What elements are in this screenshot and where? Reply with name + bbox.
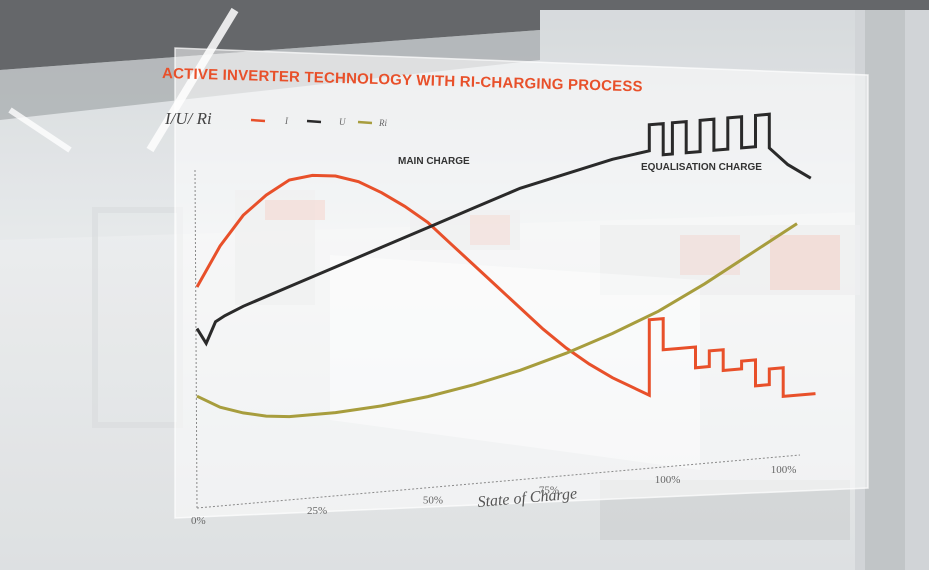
x-tick-label: 100% <box>655 474 681 486</box>
glass-panel <box>174 47 869 519</box>
series-line-ri <box>196 222 798 419</box>
legend: I U Ri <box>250 116 387 128</box>
legend-label-u: U <box>339 117 346 127</box>
legend-label-ri: Ri <box>378 118 387 128</box>
x-tick-label: 100% <box>771 464 797 476</box>
x-tick-label: 75% <box>539 484 559 496</box>
x-axis <box>196 454 801 509</box>
x-tick-label: 25% <box>307 505 327 517</box>
legend-swatch-i <box>250 118 266 123</box>
x-tick-label: 0% <box>191 515 206 527</box>
main-charge-label: MAIN CHARGE <box>398 156 470 167</box>
series-line-i <box>195 173 816 399</box>
legend-label-i: I <box>284 116 289 126</box>
series-line-u <box>195 112 812 347</box>
equalisation-charge-label: EQUALISATION CHARGE <box>641 162 762 173</box>
x-tick-label: 50% <box>423 495 443 507</box>
legend-swatch-ri <box>357 120 373 125</box>
y-axis-label: I/U/ Ri <box>164 109 212 128</box>
legend-swatch-u <box>306 119 322 124</box>
y-axis <box>194 169 198 509</box>
